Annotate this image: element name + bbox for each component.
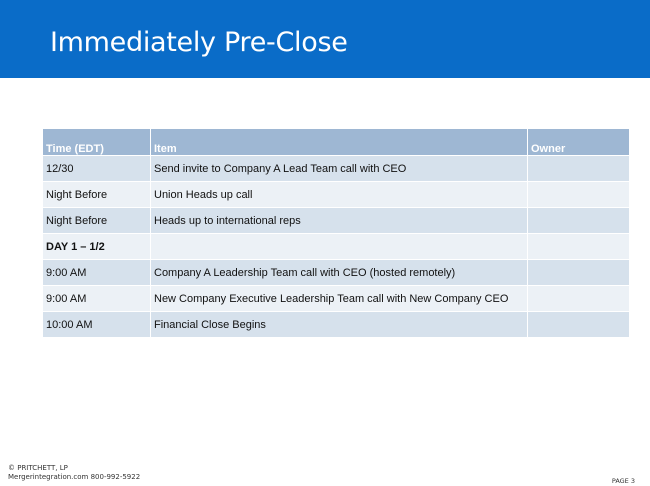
cell-time: Night Before: [42, 181, 151, 208]
cell-owner: [527, 207, 630, 234]
page-title: Immediately Pre-Close: [50, 27, 348, 58]
cell-time: 12/30: [42, 155, 151, 182]
table-row: Night Before Heads up to international re…: [42, 207, 630, 234]
cell-item: Company A Leadership Team call with CEO …: [150, 259, 528, 286]
cell-owner: [527, 181, 630, 208]
table-row: 12/30 Send invite to Company A Lead Team …: [42, 155, 630, 182]
cell-time: 9:00 AM: [42, 259, 151, 286]
table-row: 9:00 AM New Company Executive Leadership …: [42, 285, 630, 312]
cell-time: 10:00 AM: [42, 311, 151, 338]
footer-copyright: © PRITCHETT, LP Mergerintegration.com 80…: [8, 464, 140, 482]
column-header-time: Time (EDT): [42, 128, 151, 156]
table-row: 10:00 AM Financial Close Begins: [42, 311, 630, 338]
column-header-owner: Owner: [527, 128, 630, 156]
cell-owner: [527, 311, 630, 338]
cell-owner: [527, 259, 630, 286]
cell-item: New Company Executive Leadership Team ca…: [150, 285, 528, 312]
table-row: Night Before Union Heads up call: [42, 181, 630, 208]
cell-item: [150, 233, 528, 260]
cell-item: Union Heads up call: [150, 181, 528, 208]
cell-item: Send invite to Company A Lead Team call …: [150, 155, 528, 182]
schedule-table: Time (EDT) Item Owner 12/30 Send invite t…: [42, 128, 630, 338]
column-header-item: Item: [150, 128, 528, 156]
cell-time: DAY 1 – 1/2: [42, 233, 151, 260]
cell-owner: [527, 155, 630, 182]
footer-company: © PRITCHETT, LP: [8, 464, 68, 472]
cell-owner: [527, 285, 630, 312]
cell-item: Heads up to international reps: [150, 207, 528, 234]
cell-owner: [527, 233, 630, 260]
table-header-row: Time (EDT) Item Owner: [42, 128, 630, 156]
cell-item: Financial Close Begins: [150, 311, 528, 338]
title-banner: Immediately Pre-Close: [0, 0, 650, 78]
table-row: DAY 1 – 1/2: [42, 233, 630, 260]
cell-time: 9:00 AM: [42, 285, 151, 312]
table-row: 9:00 AM Company A Leadership Team call wi…: [42, 259, 630, 286]
cell-time: Night Before: [42, 207, 151, 234]
footer-contact: Mergerintegration.com 800-992-5922: [8, 473, 141, 481]
page-number: PAGE 3: [611, 477, 635, 485]
